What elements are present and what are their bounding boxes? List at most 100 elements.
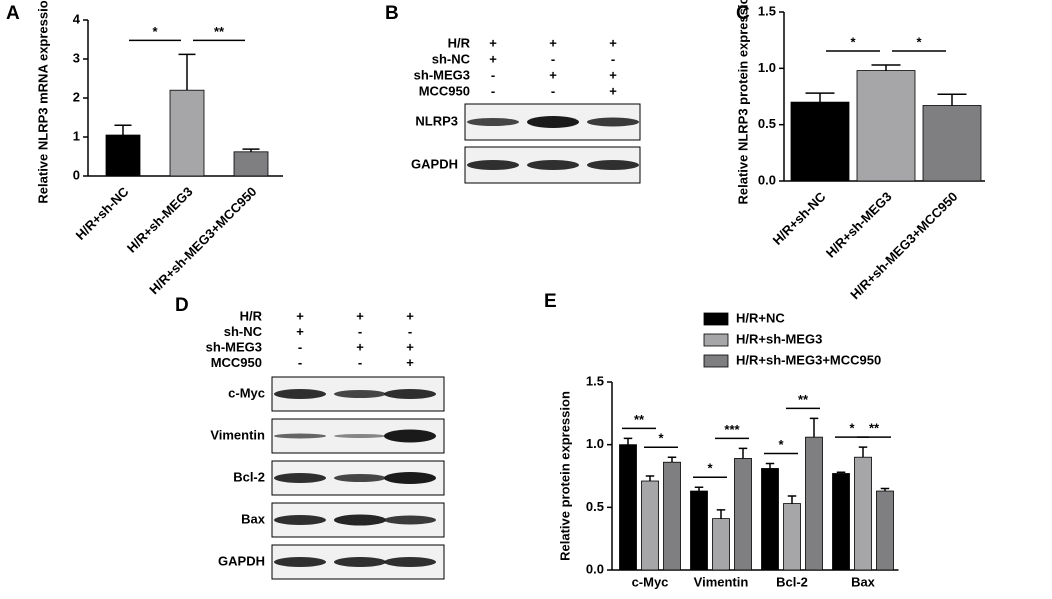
y-tick-label: 1.5 bbox=[758, 3, 776, 18]
error-bar bbox=[787, 495, 797, 504]
band bbox=[467, 160, 519, 170]
bar bbox=[832, 473, 850, 571]
error-bar bbox=[880, 487, 890, 492]
band-label: GAPDH bbox=[218, 553, 265, 568]
legend-swatch bbox=[703, 354, 729, 368]
condition-label: MCC950 bbox=[419, 83, 470, 98]
significance-label: *** bbox=[724, 422, 740, 437]
band bbox=[334, 390, 386, 398]
x-tick-label: H/R+sh-MEG3+MCC950 bbox=[847, 189, 960, 302]
band bbox=[384, 429, 436, 443]
condition-sign: - bbox=[298, 355, 302, 370]
y-tick-label: 0.0 bbox=[586, 561, 604, 576]
y-axis-label: Relative NLRP3 mRNA expression bbox=[35, 0, 50, 204]
x-tick-label: H/R+sh-NC bbox=[73, 184, 132, 243]
legend-swatch bbox=[703, 333, 729, 347]
error-bar bbox=[114, 124, 132, 136]
x-tick-label: Vimentin bbox=[694, 574, 749, 589]
bar bbox=[761, 468, 779, 571]
panel-letter: A bbox=[6, 3, 20, 24]
significance-label: * bbox=[849, 421, 855, 436]
condition-label: H/R bbox=[448, 35, 471, 50]
bar bbox=[641, 480, 659, 571]
y-tick-label: 0.5 bbox=[586, 499, 604, 514]
x-tick-label: Bax bbox=[851, 574, 876, 589]
band bbox=[274, 433, 326, 439]
band bbox=[334, 514, 386, 526]
bar bbox=[169, 89, 205, 177]
bar bbox=[805, 436, 823, 571]
band-label: Bax bbox=[241, 511, 266, 526]
condition-sign: - bbox=[611, 51, 615, 66]
condition-sign: - bbox=[358, 355, 362, 370]
x-tick-label: H/R+sh-NC bbox=[770, 189, 829, 248]
condition-sign: + bbox=[406, 308, 414, 323]
error-bar bbox=[623, 437, 633, 445]
condition-label: sh-NC bbox=[224, 324, 263, 339]
condition-sign: + bbox=[356, 339, 364, 354]
condition-label: sh-MEG3 bbox=[206, 339, 262, 354]
significance-label: * bbox=[916, 34, 922, 49]
condition-label: sh-NC bbox=[432, 51, 471, 66]
significance-label: * bbox=[778, 437, 784, 452]
error-bar bbox=[178, 53, 196, 91]
significance-label: ** bbox=[634, 412, 645, 427]
y-tick-label: 2 bbox=[73, 89, 80, 104]
condition-sign: + bbox=[609, 83, 617, 98]
band bbox=[384, 515, 436, 525]
condition-sign: - bbox=[298, 339, 302, 354]
x-tick-label: Bcl-2 bbox=[776, 574, 808, 589]
condition-label: MCC950 bbox=[211, 355, 262, 370]
bar bbox=[854, 456, 872, 571]
band bbox=[384, 389, 436, 399]
significance-label: * bbox=[152, 24, 158, 39]
band bbox=[274, 557, 326, 567]
band bbox=[384, 472, 436, 484]
bar bbox=[856, 70, 916, 182]
error-bar bbox=[645, 475, 655, 482]
band-label: Bcl-2 bbox=[233, 469, 265, 484]
legend-label: H/R+sh-MEG3+MCC950 bbox=[736, 352, 881, 367]
bar bbox=[619, 444, 637, 571]
error-bar bbox=[716, 509, 726, 519]
significance-label: ** bbox=[869, 421, 880, 436]
condition-sign: - bbox=[491, 83, 495, 98]
band bbox=[334, 557, 386, 567]
error-bar bbox=[836, 471, 846, 474]
band bbox=[274, 515, 326, 525]
bar bbox=[734, 458, 752, 571]
significance-label: * bbox=[707, 461, 713, 476]
legend-label: H/R+sh-MEG3 bbox=[736, 331, 822, 346]
condition-sign: + bbox=[609, 35, 617, 50]
y-axis-label: Relative NLRP3 protein expression bbox=[735, 0, 750, 205]
band bbox=[274, 473, 326, 483]
bar bbox=[663, 461, 681, 571]
error-bar bbox=[694, 486, 704, 492]
condition-label: sh-MEG3 bbox=[414, 67, 470, 82]
significance-label: ** bbox=[798, 392, 809, 407]
error-bar bbox=[765, 462, 775, 469]
bar bbox=[690, 490, 708, 571]
band bbox=[274, 389, 326, 399]
y-tick-label: 1.5 bbox=[586, 373, 604, 388]
y-tick-label: 1 bbox=[73, 128, 80, 143]
x-tick-label: H/R+sh-MEG3 bbox=[823, 189, 895, 261]
condition-sign: - bbox=[551, 51, 555, 66]
band-label: GAPDH bbox=[411, 156, 458, 171]
band bbox=[467, 118, 519, 126]
error-bar bbox=[937, 93, 967, 106]
y-tick-label: 3 bbox=[73, 50, 80, 65]
bar bbox=[105, 134, 141, 177]
panel-letter: D bbox=[175, 295, 189, 316]
band bbox=[334, 474, 386, 482]
error-bar bbox=[805, 92, 835, 103]
error-bar bbox=[871, 64, 901, 71]
band bbox=[587, 117, 639, 127]
significance-label: * bbox=[850, 34, 856, 49]
x-tick-label: H/R+sh-MEG3 bbox=[124, 184, 196, 256]
band bbox=[334, 434, 386, 438]
error-bar bbox=[858, 446, 868, 458]
y-tick-label: 0.5 bbox=[758, 116, 776, 131]
condition-sign: - bbox=[491, 67, 495, 82]
